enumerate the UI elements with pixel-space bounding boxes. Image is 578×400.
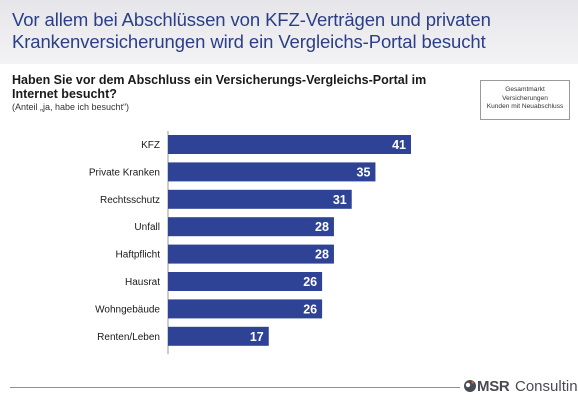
bar: [168, 135, 411, 154]
category-label: Private Kranken: [89, 167, 160, 178]
chart-subtitle: (Anteil „ja, habe ich besucht“): [12, 102, 130, 112]
category-label: Haftpflicht: [116, 250, 161, 261]
bar: [168, 217, 334, 237]
category-label: Unfall: [134, 222, 160, 233]
bar-value-label: 26: [303, 302, 317, 316]
segment-line-2: Versicherungen: [502, 94, 548, 102]
bar-value-label: 17: [250, 330, 264, 344]
logo-consulting-text: Consulting: [515, 378, 578, 395]
category-label: KFZ: [141, 140, 160, 151]
category-label: Renten/Leben: [97, 332, 160, 343]
bar: [168, 299, 323, 319]
header-band: Vor allem bei Abschlüssen von KFZ-Verträ…: [0, 0, 578, 64]
chart-title: Haben Sie vor dem Abschluss ein Versiche…: [12, 73, 427, 101]
bar-value-label: 31: [333, 193, 347, 207]
bar: [168, 189, 352, 209]
segment-line-1: Gesamtmarkt: [505, 86, 545, 93]
segment-line-3: Kunden mit Neuabschluss: [486, 103, 564, 110]
footer-divider: [10, 387, 460, 388]
category-label: Wohngebäude: [95, 304, 160, 315]
bar: [168, 272, 323, 291]
msr-logo-icon: [464, 380, 476, 392]
bar-value-label: 28: [315, 220, 329, 234]
bar: [168, 244, 334, 264]
bar: [168, 326, 269, 346]
bar-value-label: 35: [357, 165, 371, 179]
msr-logo: MSR Consulting: [463, 377, 578, 397]
logo-msr-text: MSR: [477, 378, 510, 395]
segment-box: Gesamtmarkt Versicherungen Kunden mit Ne…: [480, 80, 570, 120]
category-label: Rechtsschutz: [100, 195, 160, 206]
page-headline: Vor allem bei Abschlüssen von KFZ-Verträ…: [12, 9, 491, 52]
bar-value-label: 26: [303, 275, 317, 289]
bar-value-label: 28: [315, 248, 329, 262]
category-label: Hausrat: [125, 277, 160, 288]
bar-value-label: 41: [392, 138, 406, 152]
bar: [168, 162, 376, 182]
